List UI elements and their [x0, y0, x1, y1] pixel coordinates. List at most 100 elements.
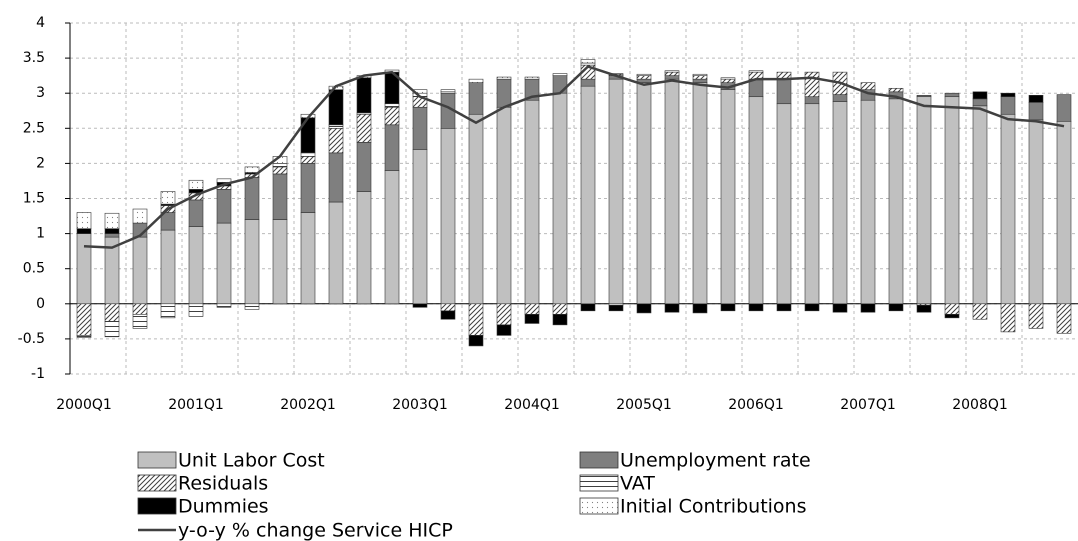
bar-segment — [692, 78, 708, 83]
bar-segment — [496, 303, 512, 326]
x-tick-label: 2000Q1 — [56, 397, 112, 413]
bar-segment — [1028, 102, 1044, 121]
bar-segment — [468, 82, 484, 115]
bar-segment — [888, 87, 904, 93]
bar-segment — [216, 189, 232, 224]
bar-segment — [804, 96, 820, 105]
bar-segment — [468, 113, 484, 305]
bar-segment — [552, 75, 568, 94]
bar-segment — [76, 233, 92, 305]
bar-segment — [608, 78, 624, 305]
bar-segment — [496, 78, 512, 108]
y-tick-label: 2 — [36, 155, 45, 171]
bar-segment — [1000, 113, 1016, 305]
bar-segment — [636, 73, 652, 76]
bar-segment — [216, 178, 232, 183]
bar-segment — [524, 314, 540, 324]
bar-segment — [104, 233, 120, 238]
legend-label: VAT — [620, 473, 655, 495]
x-tick-label: 2008Q1 — [952, 397, 1008, 413]
x-tick-label: 2003Q1 — [392, 397, 448, 413]
bar-segment — [244, 303, 260, 310]
bar-segment — [104, 303, 120, 322]
bar-segment — [692, 303, 708, 314]
bar-segment — [720, 89, 736, 305]
x-tick-label: 2001Q1 — [168, 397, 224, 413]
bar-segment — [860, 99, 876, 305]
bar-segment — [384, 124, 400, 171]
x-tick-label: 2002Q1 — [280, 397, 336, 413]
bar-segment — [804, 71, 820, 98]
bar-segment — [216, 303, 232, 308]
bar-segment — [916, 96, 932, 305]
bar-segment — [748, 70, 764, 73]
bar-segment — [132, 314, 148, 329]
legend-swatch — [137, 474, 177, 492]
bar-segment — [1028, 119, 1044, 305]
bar-segment — [580, 59, 596, 64]
bar-segment — [776, 303, 792, 312]
bar-segment — [664, 78, 680, 305]
y-tick-label: 0 — [36, 296, 45, 312]
bar-segment — [328, 201, 344, 305]
bar-segment — [888, 98, 904, 305]
bar-segment — [1028, 303, 1044, 329]
bar-segment — [1000, 303, 1016, 333]
bar-segment — [160, 191, 176, 205]
legend-label: Residuals — [178, 473, 268, 495]
x-tick-label: 2007Q1 — [840, 397, 896, 413]
bar-segment — [132, 208, 148, 224]
bar-segment — [832, 94, 848, 102]
bar-segment — [580, 78, 596, 87]
legend-swatch — [137, 497, 177, 515]
bar-segment — [244, 219, 260, 305]
legend-swatch — [579, 497, 619, 515]
bar-segment — [300, 156, 316, 164]
y-tick-label: 1 — [36, 226, 45, 242]
bar-segment — [468, 78, 484, 83]
legend-swatch — [579, 474, 619, 492]
bar-segment — [916, 95, 932, 98]
bar-segment — [160, 303, 176, 319]
bar-segment — [160, 229, 176, 305]
bar-segment — [636, 82, 652, 305]
y-tick-label: -0.5 — [18, 331, 45, 347]
bar-segment — [328, 89, 344, 126]
bar-segment — [188, 303, 204, 317]
bar-segment — [748, 96, 764, 305]
bar-segment — [832, 101, 848, 305]
bar-segment — [132, 236, 148, 305]
bar-segment — [328, 124, 344, 129]
legend-label: y-o-y % change Service HICP — [178, 520, 453, 541]
bar-segment — [580, 62, 596, 66]
bar-segment — [272, 163, 288, 168]
bar-segment — [1028, 95, 1044, 103]
bar-segment — [272, 166, 288, 175]
y-tick-label: 4 — [36, 15, 45, 31]
bar-segment — [1056, 94, 1072, 122]
bar-segment — [580, 303, 596, 312]
y-tick-label: 3.5 — [23, 50, 45, 66]
bar-segment — [328, 152, 344, 203]
bar-segment — [748, 303, 764, 312]
bar-segment — [972, 98, 988, 107]
bar-segment — [916, 304, 932, 313]
bar-segment — [944, 303, 960, 315]
bar-segment — [188, 226, 204, 305]
y-tick-label: 3 — [36, 85, 45, 101]
y-tick-label: 0.5 — [23, 261, 45, 277]
bar-segment — [552, 92, 568, 305]
bar-segment — [76, 335, 92, 338]
bar-segment — [832, 303, 848, 313]
bar-segment — [412, 303, 428, 308]
bar-segment — [356, 142, 372, 192]
bar-segment — [356, 113, 372, 143]
bar-segment — [804, 303, 820, 312]
bar-segment — [860, 303, 876, 313]
bar-segment — [216, 222, 232, 305]
bar-segment — [188, 179, 204, 190]
bar-segment — [552, 314, 568, 326]
bar-segment — [244, 177, 260, 220]
bar-segment — [1000, 92, 1016, 98]
